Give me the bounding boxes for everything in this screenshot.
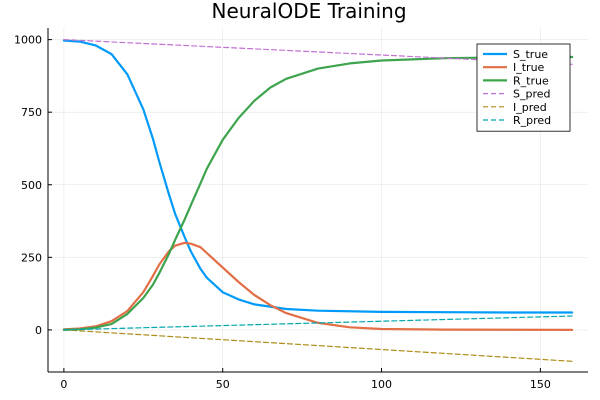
series-line-i-true bbox=[62, 241, 574, 331]
legend-label: I_pred bbox=[513, 101, 547, 114]
series-line-r-pred bbox=[63, 315, 573, 331]
series-line-r-true bbox=[62, 55, 574, 331]
x-tick-label: 50 bbox=[216, 378, 230, 391]
grid bbox=[48, 28, 588, 372]
legend-label: I_true bbox=[513, 61, 545, 74]
x-tick-label: 150 bbox=[530, 378, 551, 391]
series-line-i-pred bbox=[63, 329, 573, 362]
legend-label: R_pred bbox=[513, 114, 551, 127]
legend-label: S_pred bbox=[513, 88, 551, 101]
x-tick-label: 0 bbox=[60, 378, 67, 391]
x-tick-label: 100 bbox=[371, 378, 392, 391]
y-tick-label: 500 bbox=[21, 179, 42, 192]
chart-title: NeuralODE Training bbox=[211, 0, 406, 23]
y-tick-label: 750 bbox=[21, 106, 42, 119]
y-tick-label: 250 bbox=[21, 251, 42, 264]
y-tick-label: 0 bbox=[35, 324, 42, 337]
legend-label: R_true bbox=[513, 74, 549, 87]
axes bbox=[47, 28, 588, 373]
series-line-s-true bbox=[62, 39, 574, 314]
legend-box bbox=[476, 43, 571, 132]
y-tick-label: 1000 bbox=[14, 34, 42, 47]
tick-labels: 0 50 100 150 0 250 500 750 1000 bbox=[14, 34, 551, 391]
legend-label: S_true bbox=[513, 48, 548, 61]
